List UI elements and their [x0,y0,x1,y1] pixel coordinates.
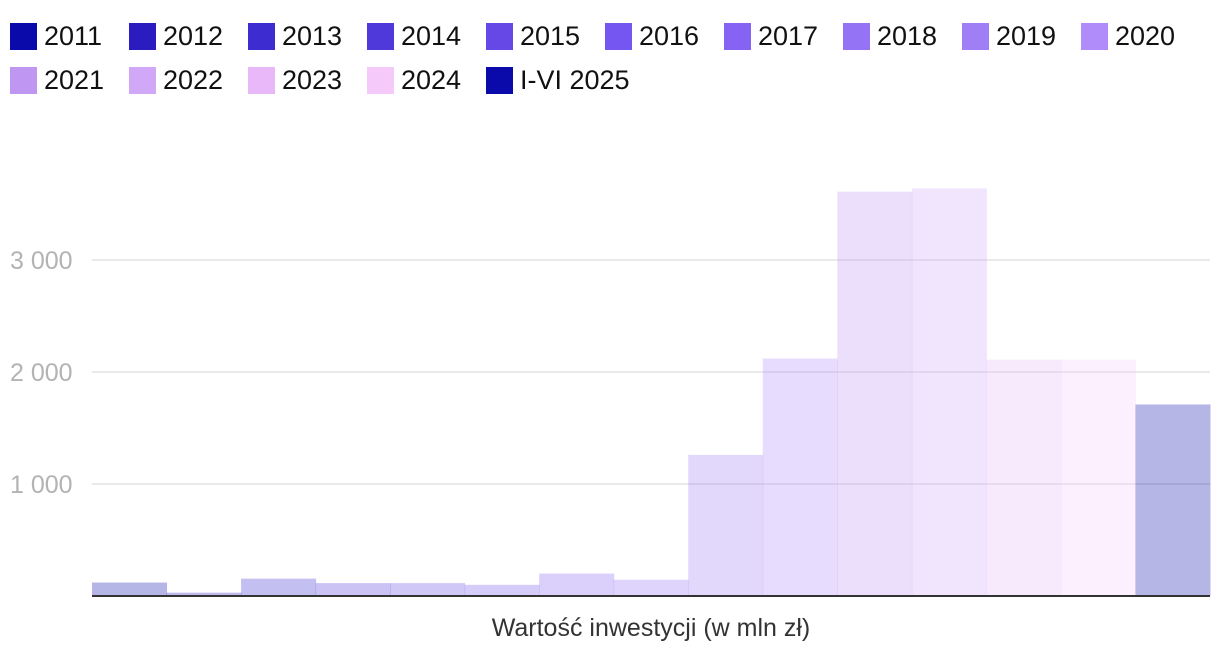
legend-label: 2012 [163,20,224,51]
x-axis-label: Wartość inwestycji (w mln zł) [492,614,811,642]
legend-swatch [605,22,632,50]
bar-2015[interactable] [390,583,466,596]
legend-label: 2014 [401,20,462,51]
bar-2020[interactable] [762,358,838,596]
legend-label: 2016 [639,20,700,51]
y-tick-label: 3 000 [10,247,73,275]
bar-i-vi-2025[interactable] [1135,404,1211,596]
legend-swatch [129,66,156,94]
legend-swatch [367,22,394,50]
legend-item[interactable]: I-VI 2025 [486,65,666,96]
legend-label: I-VI 2025 [520,64,630,95]
legend-label: 2023 [282,64,343,95]
legend-item[interactable]: 2018 [843,21,962,52]
legend-item[interactable]: 2023 [248,65,367,96]
legend-item[interactable]: 2020 [1081,21,1200,52]
legend-row-2: 2021 2022 2023 2024 I-VI 2025 [10,58,1210,102]
bar-2014[interactable] [315,583,391,596]
legend-label: 2021 [44,64,105,95]
legend-item[interactable]: 2014 [367,21,486,52]
legend-item[interactable]: 2022 [129,65,248,96]
legend-swatch [248,22,275,50]
legend-swatch [129,22,156,50]
legend-label: 2013 [282,20,343,51]
legend-label: 2018 [877,20,938,51]
legend-swatch [367,66,394,94]
bar-2023[interactable] [986,359,1062,596]
legend-item[interactable]: 2021 [10,65,129,96]
y-tick-label: 1 000 [10,471,73,499]
legend-label: 2020 [1115,20,1176,51]
legend-label: 2022 [163,64,224,95]
chart-legend: 2011 2012 2013 2014 2015 2016 2017 2018 … [10,14,1210,102]
legend-swatch [248,66,275,94]
legend-item[interactable]: 2017 [724,21,843,52]
bar-2013[interactable] [241,578,317,596]
legend-swatch [10,22,37,50]
y-tick-label: 2 000 [10,359,73,387]
legend-swatch [486,22,513,50]
legend-item[interactable]: 2024 [367,65,486,96]
legend-label: 2017 [758,20,819,51]
legend-row-1: 2011 2012 2013 2014 2015 2016 2017 2018 … [10,14,1210,58]
legend-swatch [843,22,870,50]
legend-swatch [962,22,989,50]
bars [92,188,1211,596]
legend-swatch [486,66,513,94]
legend-item[interactable]: 2016 [605,21,724,52]
gridlines [92,259,1210,485]
legend-item[interactable]: 2011 [10,21,129,52]
bar-2017[interactable] [539,573,615,596]
bar-2012[interactable] [166,592,242,596]
bar-2018[interactable] [613,579,689,596]
bar-2019[interactable] [688,454,764,596]
legend-swatch [10,66,37,94]
bar-2016[interactable] [464,584,540,596]
y-axis-ticks: 1 000 2 000 3 000 [10,247,73,499]
legend-item[interactable]: 2015 [486,21,605,52]
bar-2021[interactable] [837,191,913,596]
bar-2024[interactable] [1060,359,1136,596]
bar-2011[interactable] [92,582,168,596]
legend-swatch [1081,22,1108,50]
legend-swatch [724,22,751,50]
legend-item[interactable]: 2013 [248,21,367,52]
legend-label: 2019 [996,20,1057,51]
legend-label: 2015 [520,20,581,51]
legend-label: 2024 [401,64,462,95]
legend-item[interactable]: 2012 [129,21,248,52]
legend-item[interactable]: 2019 [962,21,1081,52]
legend-label: 2011 [44,20,103,51]
bar-2022[interactable] [911,188,987,596]
